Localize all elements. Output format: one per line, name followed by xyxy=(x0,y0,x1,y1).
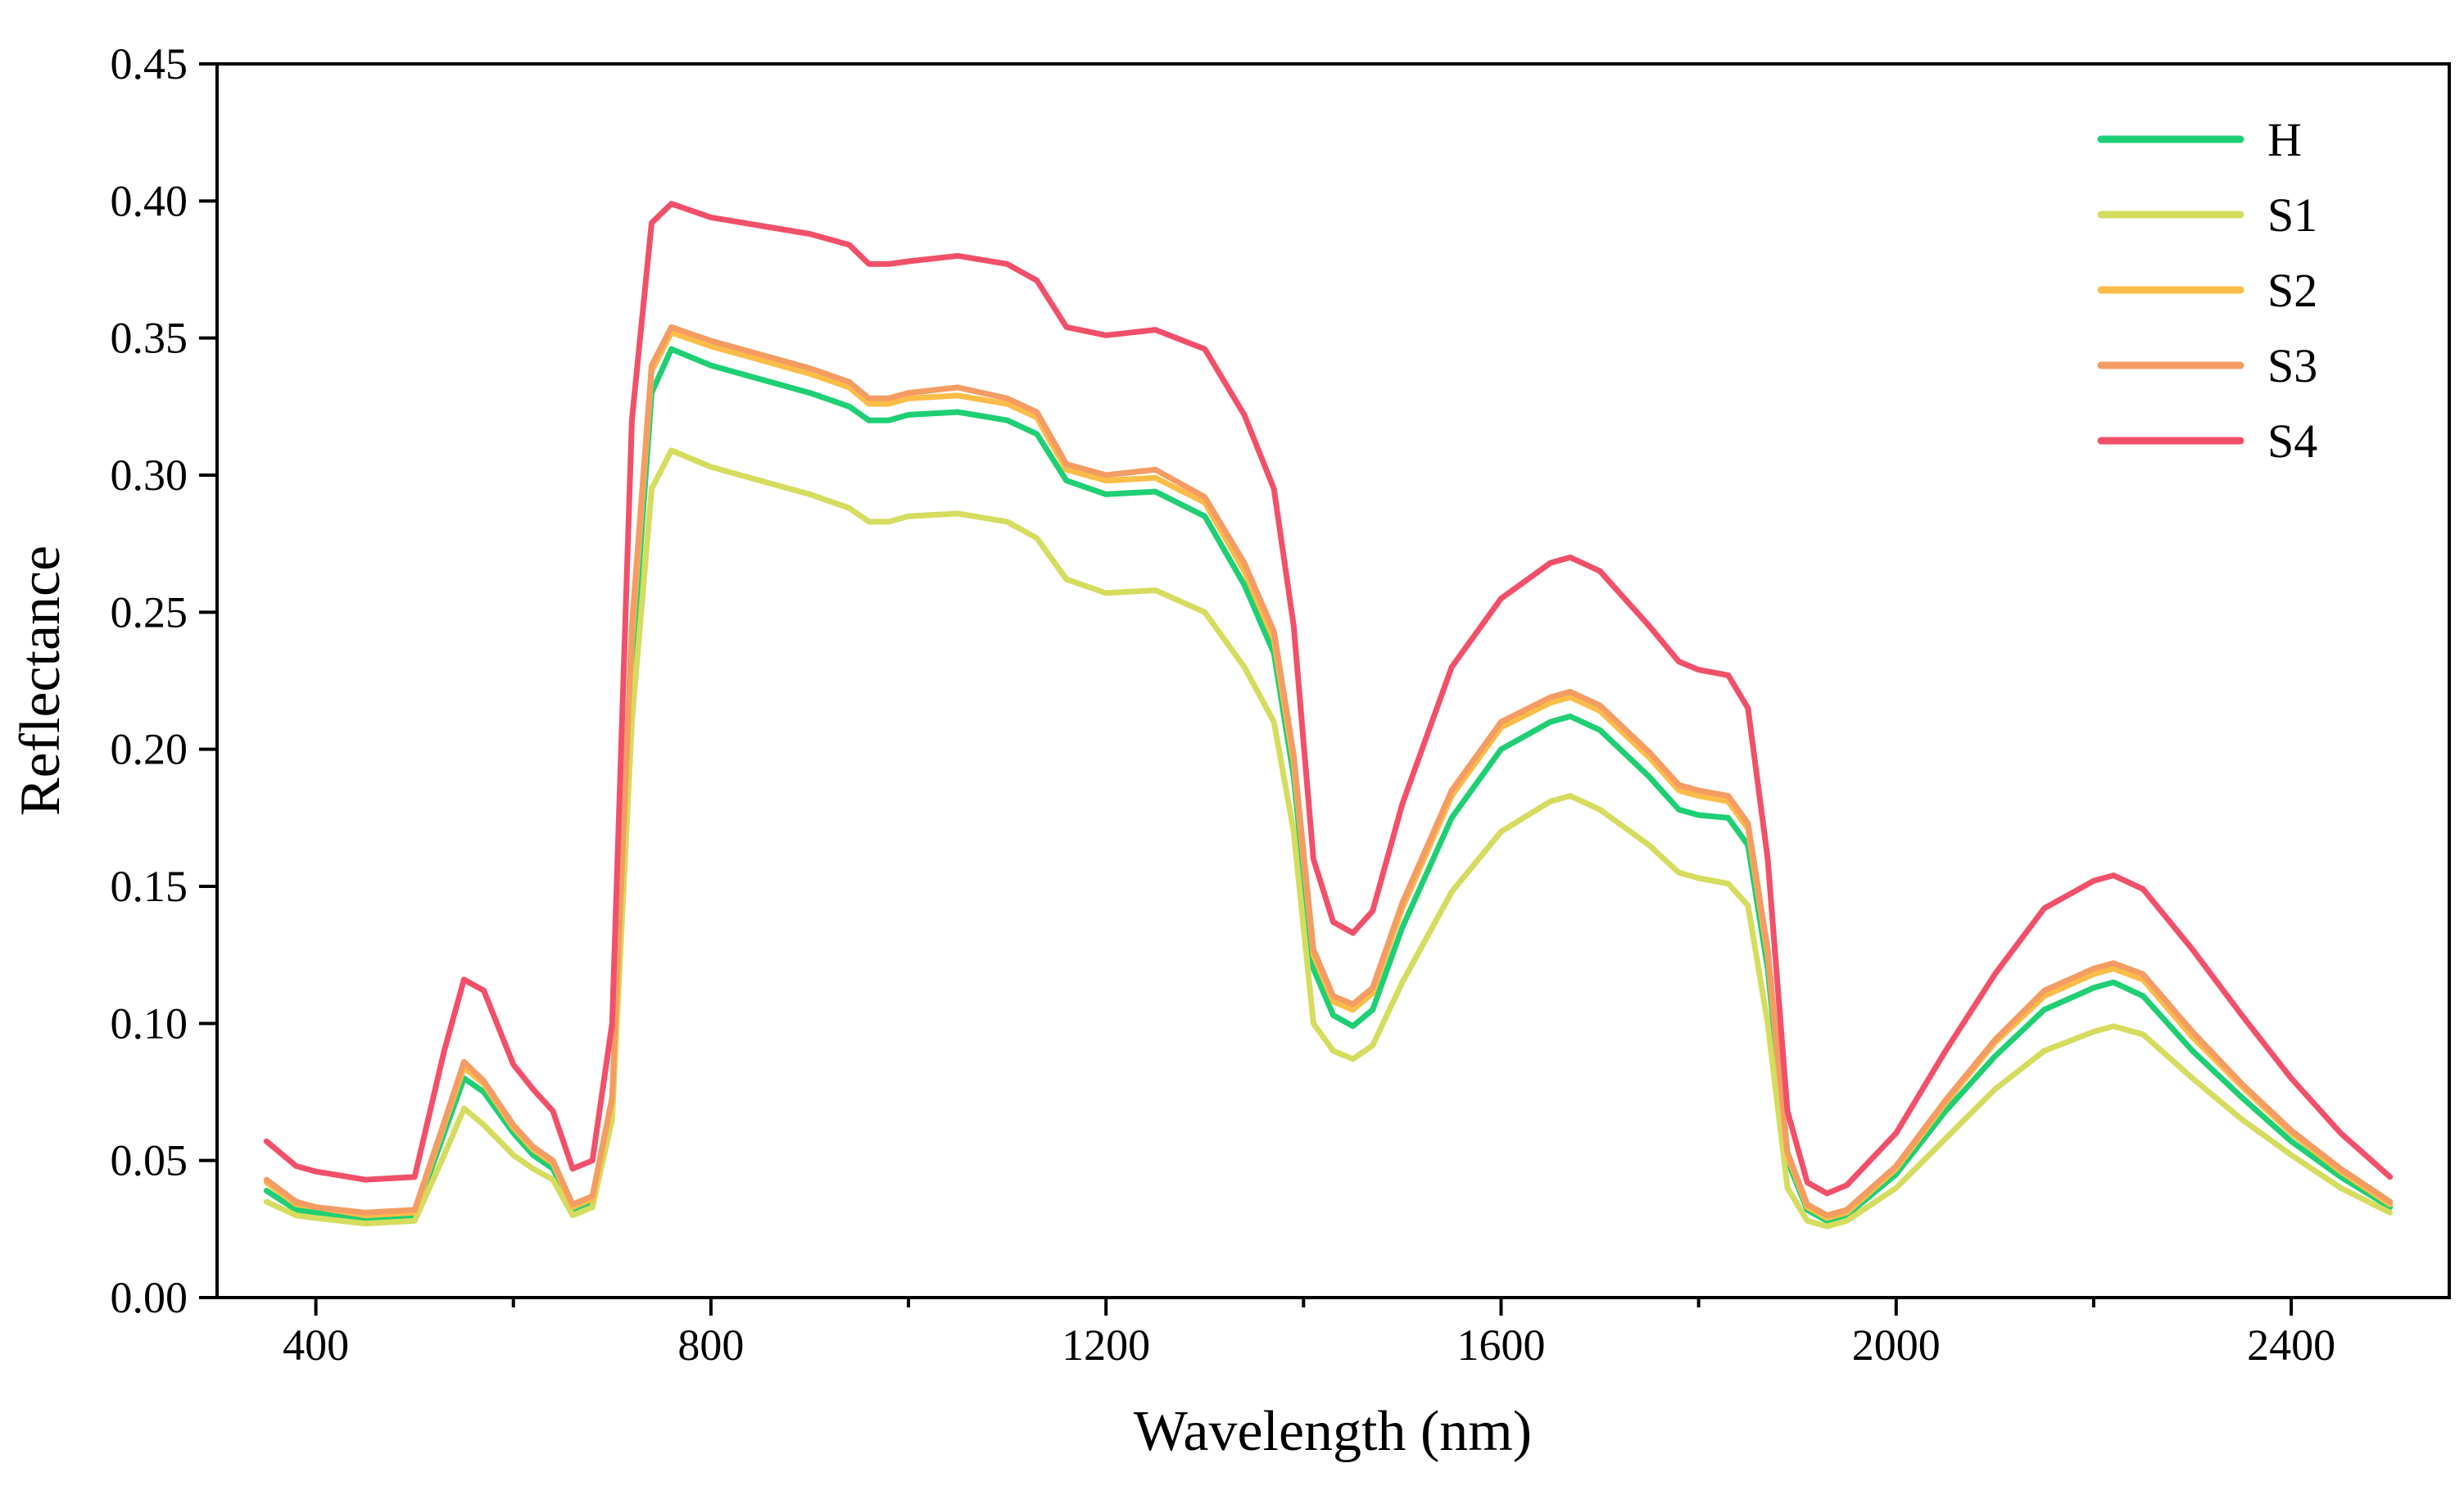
x-tick-label: 400 xyxy=(283,1321,349,1370)
x-tick-label: 1200 xyxy=(1062,1321,1150,1370)
legend-label-s2: S2 xyxy=(2267,264,2317,317)
legend-label-h: H xyxy=(2267,113,2302,166)
tick-layer: 400 800 1200 1600 2000 2400 0.00 0.05 0.10 0.15 0.… xyxy=(111,39,2336,1370)
y-tick-label: 0.25 xyxy=(111,587,188,637)
series-line-s3 xyxy=(263,324,2394,1219)
legend-label-s1: S1 xyxy=(2267,188,2317,242)
series-line-s2 xyxy=(263,329,2394,1221)
y-tick-label: 0.30 xyxy=(111,451,188,500)
x-tick-label: 800 xyxy=(677,1321,744,1370)
legend: H S1 S2 S3 S4 xyxy=(2097,113,2317,468)
x-tick-label: 2400 xyxy=(2247,1321,2335,1370)
series-line-h xyxy=(263,346,2394,1224)
x-tick-label: 1600 xyxy=(1456,1321,1545,1370)
x-tick-label: 2000 xyxy=(1852,1321,1941,1370)
y-tick-label: 0.35 xyxy=(111,314,188,363)
series-line-s4 xyxy=(263,201,2394,1197)
legend-label-s4: S4 xyxy=(2267,415,2317,468)
series-line-s1 xyxy=(263,447,2394,1230)
x-axis-title: Wavelength (nm) xyxy=(1134,1400,1532,1463)
y-tick-label: 0.45 xyxy=(111,39,188,88)
y-tick-label: 0.20 xyxy=(111,725,188,774)
y-tick-label: 0.05 xyxy=(111,1136,188,1185)
y-tick-label: 0.15 xyxy=(111,862,188,911)
legend-label-s3: S3 xyxy=(2267,339,2317,392)
series-layer xyxy=(263,201,2394,1230)
y-tick-label: 0.10 xyxy=(111,999,188,1048)
plot-frame xyxy=(215,62,2451,1299)
y-tick-label: 0.40 xyxy=(111,176,188,225)
y-axis-title: Reflectance xyxy=(9,546,72,816)
y-tick-label: 0.00 xyxy=(111,1273,188,1322)
